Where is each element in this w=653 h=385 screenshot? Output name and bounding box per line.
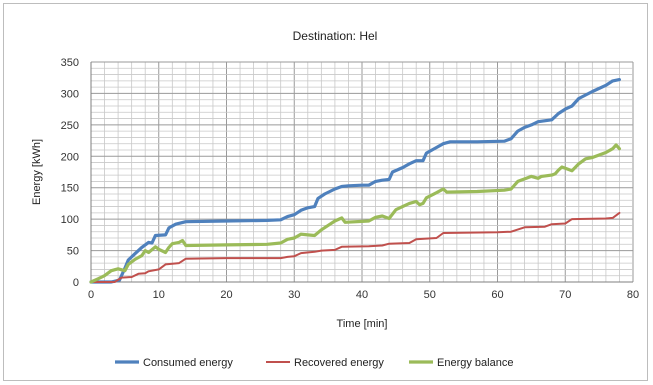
x-tick-label: 80	[627, 289, 639, 301]
y-axis-label: Energy [kWh]	[31, 139, 43, 205]
chart-title: Destination: Hel	[293, 29, 378, 43]
x-tick-label: 20	[220, 289, 232, 301]
legend: Consumed energy Recovered energy Energy ba…	[115, 357, 513, 369]
y-tick-label: 150	[61, 183, 79, 195]
x-axis-label: Time [min]	[337, 318, 388, 330]
chart-frame: Destination: Hel 0 10 20 30 40 50 60 70 80 0 50 100…	[3, 3, 648, 381]
y-tick-label: 50	[67, 246, 79, 258]
legend-label: Recovered energy	[294, 357, 384, 369]
series-line-energy-balance	[89, 143, 621, 284]
x-tick-label: 60	[491, 289, 503, 301]
y-tick-label: 250	[61, 120, 79, 132]
y-tick-label: 200	[61, 151, 79, 163]
y-tick-label: 0	[73, 277, 79, 289]
x-tick-label: 30	[288, 289, 300, 301]
x-tick-label: 50	[424, 289, 436, 301]
series-line-recovered-energy	[90, 211, 621, 283]
x-tick-label: 40	[356, 289, 368, 301]
y-tick-label: 350	[61, 57, 79, 69]
tick-labels: 0 10 20 30 40 50 60 70 80 0 50 100 150 200 250 300 350	[61, 57, 639, 301]
line-chart: Destination: Hel 0 10 20 30 40 50 60 70 80 0 50 100…	[31, 29, 639, 369]
x-tick-label: 70	[559, 289, 571, 301]
axes	[90, 62, 633, 283]
y-tick-label: 100	[61, 214, 79, 226]
x-tick-label: 10	[153, 289, 165, 301]
x-tick-label: 0	[88, 289, 94, 301]
y-tick-label: 300	[61, 88, 79, 100]
grid	[90, 61, 634, 283]
series-group	[89, 78, 621, 284]
legend-label: Consumed energy	[143, 357, 233, 369]
series-line-consumed-energy	[89, 78, 621, 284]
legend-label: Energy balance	[437, 357, 513, 369]
